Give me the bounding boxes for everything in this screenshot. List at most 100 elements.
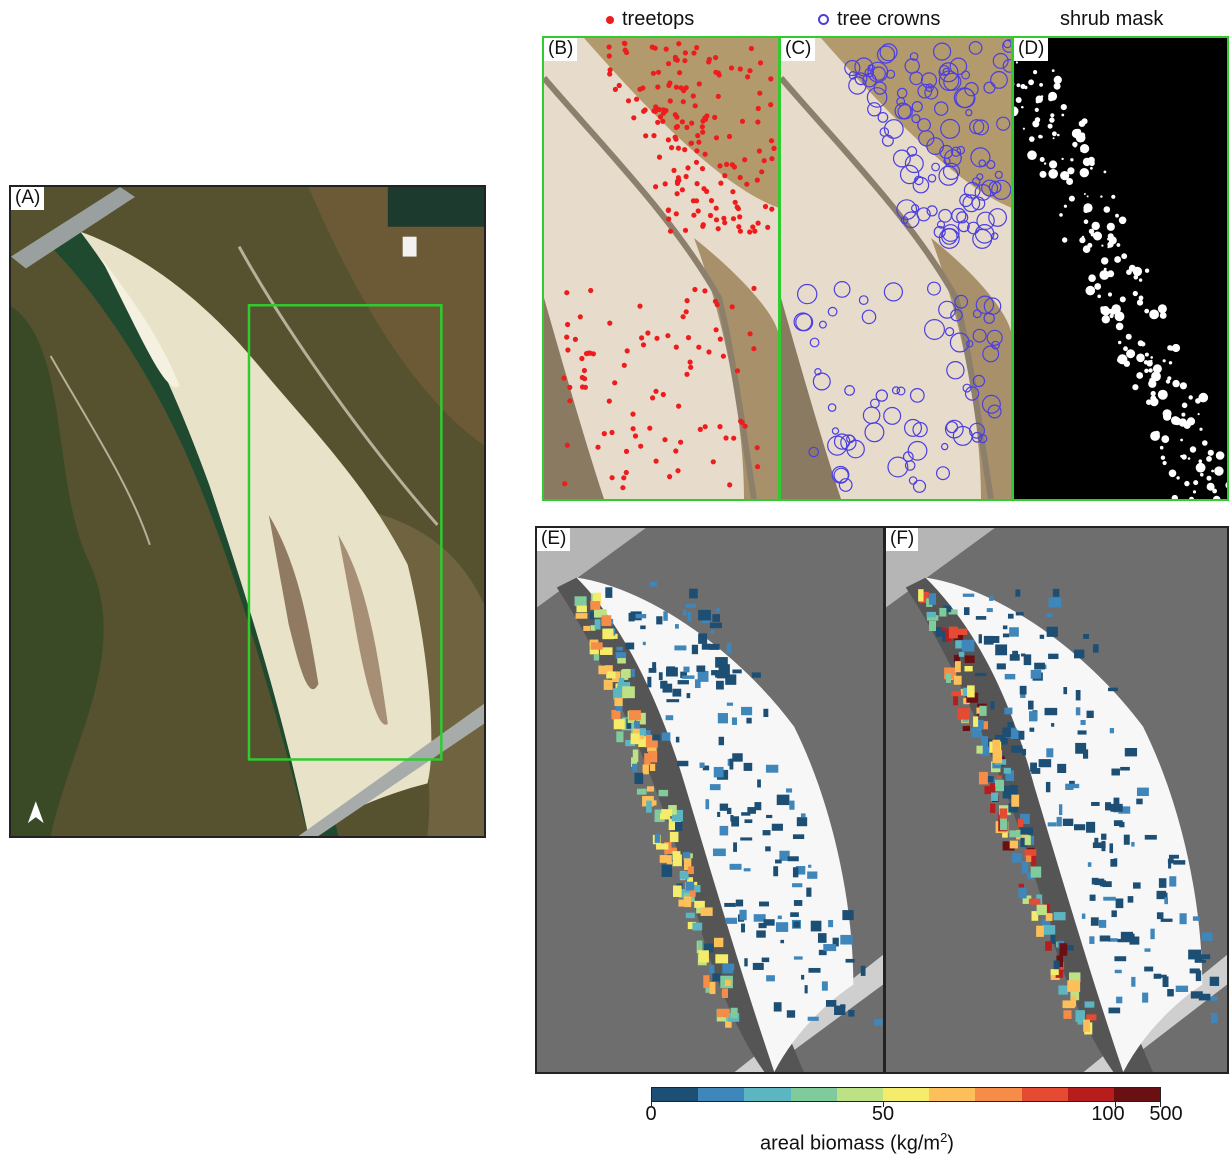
treetop-point <box>637 87 642 92</box>
shrub-mask-pixel <box>1151 372 1161 382</box>
biomass-patch <box>695 679 701 688</box>
shrub-mask-pixel <box>1117 243 1121 247</box>
crown-ring-icon <box>818 14 829 25</box>
biomass-patch <box>601 615 611 626</box>
biomass-patch <box>736 900 743 907</box>
biomass-patch <box>673 885 682 897</box>
shrub-mask-pixel <box>1150 360 1152 362</box>
biomass-patch <box>718 713 728 723</box>
biomass-patch <box>805 985 808 993</box>
biomass-patch <box>1116 997 1122 1004</box>
biomass-patch <box>954 676 962 685</box>
treetop-point <box>622 41 627 46</box>
treetop-point <box>733 200 738 205</box>
biomass-patch <box>656 616 662 624</box>
shrub-mask-pixel <box>1176 476 1179 479</box>
biomass-patch <box>1000 808 1008 820</box>
shrub-mask-pixel <box>1048 124 1053 129</box>
biomass-patch <box>686 604 696 608</box>
treetop-point <box>755 119 760 124</box>
treetop-point <box>751 346 756 351</box>
biomass-patch <box>1168 863 1171 869</box>
biomass-patch <box>1048 822 1057 826</box>
shrub-mask-pixel <box>1115 214 1119 218</box>
treetop-point <box>730 162 735 167</box>
biomass-patch <box>1005 674 1016 679</box>
shrub-mask-pixel <box>1112 304 1121 313</box>
treetop-point <box>769 156 774 161</box>
shrub-mask-pixel <box>1126 349 1135 358</box>
treetop-point <box>655 120 660 125</box>
shrub-mask-pixel <box>1207 476 1212 481</box>
shrub-mask-pixel <box>1161 456 1165 460</box>
treetop-point <box>677 70 682 75</box>
treetop-point <box>682 147 687 152</box>
treetop-point <box>717 163 722 168</box>
treetop-point <box>637 304 642 309</box>
legend-shrub-mask-label: shrub mask <box>1060 8 1163 30</box>
colorbar-tick-500: 500 <box>1149 1103 1182 1125</box>
biomass-patch <box>688 866 694 874</box>
treetop-point <box>662 437 667 442</box>
biomass-patch <box>936 627 942 637</box>
biomass-patch <box>778 916 782 920</box>
biomass-patch <box>643 765 649 775</box>
biomass-patch <box>625 643 634 650</box>
biomass-patch <box>702 644 711 650</box>
treetop-point <box>762 158 767 163</box>
biomass-patch <box>575 596 587 606</box>
treetop-point <box>663 181 668 186</box>
treetop-point <box>674 115 679 120</box>
treetop-point <box>595 445 600 450</box>
treetop-point <box>676 175 681 180</box>
treetop-point <box>660 119 665 124</box>
shrub-mask-pixel <box>1163 413 1171 421</box>
biomass-patch <box>647 786 654 791</box>
biomass-patch <box>594 654 599 660</box>
shrub-mask-pixel <box>1202 440 1208 446</box>
shrub-mask-pixel <box>1048 169 1058 179</box>
biomass-patch <box>1053 589 1060 597</box>
biomass-patch <box>733 842 737 852</box>
biomass-patch <box>1045 941 1052 951</box>
biomass-patch <box>683 667 689 673</box>
shrub-mask-pixel <box>1145 353 1149 357</box>
biomass-patch <box>1048 598 1061 608</box>
treetop-point <box>669 145 674 150</box>
shrub-mask-pixel <box>1124 361 1130 367</box>
biomass-patch <box>773 866 778 876</box>
treetop-point <box>758 60 763 65</box>
biomass-patch <box>997 663 1006 669</box>
colorbar-axis-label: areal biomass (kg/m2) <box>760 1126 954 1156</box>
treetop-point <box>580 375 585 380</box>
shrub-mask-pixel <box>1091 233 1095 237</box>
biomass-patch <box>614 719 625 729</box>
treetop-point <box>684 174 689 179</box>
biomass-patch <box>616 652 626 659</box>
treetop-point <box>681 88 686 93</box>
treetop-point <box>695 133 700 138</box>
treetop-point <box>691 213 696 218</box>
treetop-point <box>622 363 627 368</box>
shrub-mask-pixel <box>1212 489 1217 494</box>
treetop-point <box>768 76 773 81</box>
biomass-patch <box>762 958 770 963</box>
biomass-patch <box>1072 784 1079 788</box>
treetop-point <box>748 331 753 336</box>
shrub-mask-pixel <box>1017 83 1021 87</box>
treetop-point <box>630 412 635 417</box>
shrub-mask-pixel <box>1136 275 1138 277</box>
shrub-mask-pixel <box>1090 167 1093 170</box>
colorbar-segment <box>652 1088 698 1101</box>
treetop-point <box>612 380 617 385</box>
biomass-patch <box>732 717 737 725</box>
biomass-patch <box>1054 961 1060 970</box>
biomass-patch <box>973 716 978 726</box>
treetop-point <box>654 336 659 341</box>
treetop-point <box>744 182 749 187</box>
biomass-patch <box>1111 910 1116 917</box>
treetop-point <box>676 41 681 46</box>
shrub-mask-pixel <box>1044 162 1046 164</box>
shrub-mask-pixel <box>1040 171 1047 178</box>
biomass-patch <box>757 779 761 787</box>
